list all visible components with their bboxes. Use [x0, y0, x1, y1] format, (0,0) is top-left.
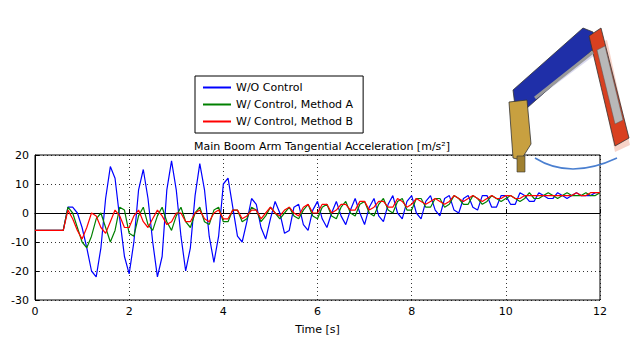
svg-text:10: 10: [499, 305, 513, 318]
svg-text:10: 10: [15, 178, 29, 191]
svg-text:20: 20: [15, 149, 29, 162]
svg-text:Main Boom Arm Tangential Accel: Main Boom Arm Tangential Acceleration [m…: [194, 140, 450, 153]
svg-text:Time [s]: Time [s]: [294, 323, 340, 336]
svg-text:6: 6: [314, 305, 321, 318]
svg-text:2: 2: [126, 305, 133, 318]
svg-text:W/O Control: W/O Control: [236, 81, 303, 94]
svg-text:W/ Control, Method B: W/ Control, Method B: [236, 115, 353, 128]
svg-text:-30: -30: [11, 294, 29, 307]
svg-text:0: 0: [22, 207, 29, 220]
svg-text:0: 0: [32, 305, 39, 318]
svg-text:8: 8: [408, 305, 415, 318]
svg-text:-10: -10: [11, 236, 29, 249]
svg-text:-20: -20: [11, 265, 29, 278]
svg-text:W/ Control, Method A: W/ Control, Method A: [236, 98, 354, 111]
svg-text:12: 12: [593, 305, 607, 318]
svg-text:4: 4: [220, 305, 227, 318]
